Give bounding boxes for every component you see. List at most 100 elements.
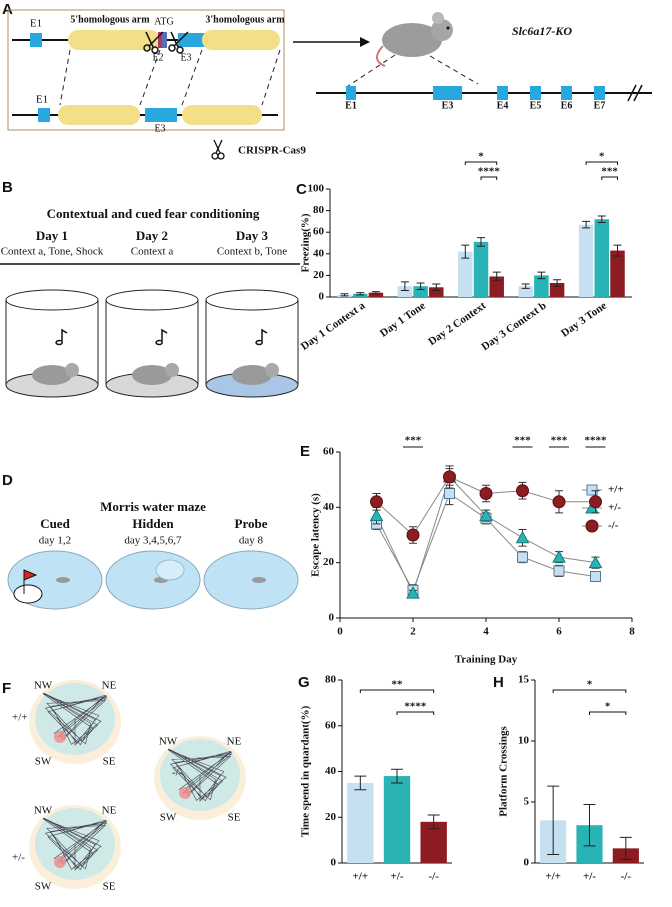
platform	[179, 787, 191, 799]
error-bar	[354, 775, 367, 791]
x-tick-label: -/-	[428, 871, 439, 883]
direction: SE	[103, 881, 116, 893]
sig-bracket	[585, 161, 619, 165]
y-tick-label: 40	[325, 765, 337, 777]
bar	[489, 276, 504, 297]
y-tick-label: 5	[524, 796, 530, 808]
y-tick-label: 100	[308, 183, 325, 195]
x-tick-label: +/-	[583, 871, 596, 883]
bar	[413, 286, 428, 297]
exon	[162, 32, 167, 48]
mouse-head	[165, 363, 179, 377]
mouse-head	[65, 363, 79, 377]
panel-letter: A	[2, 1, 13, 18]
sig-label: ****	[585, 435, 608, 447]
y-tick-label: 15	[518, 674, 530, 686]
swim-path	[42, 817, 108, 871]
x-tick-label: Day 3 Tone	[559, 300, 609, 340]
sig-bracket	[552, 689, 627, 693]
y-tick-label: 10	[518, 735, 530, 747]
y-tick-label: 80	[325, 674, 337, 686]
sig-bracket	[359, 689, 435, 693]
sig-bracket	[601, 176, 619, 180]
bar	[429, 287, 444, 297]
panel-letter: E	[300, 443, 310, 460]
legend-marker	[586, 484, 598, 496]
y-tick-label: 40	[323, 501, 335, 513]
direction: SW	[35, 756, 52, 768]
legend-marker	[585, 519, 599, 533]
mouse-body	[32, 365, 72, 385]
direction: SE	[228, 812, 241, 824]
error-bar	[371, 291, 380, 295]
x-tick-label: +/-	[391, 871, 404, 883]
error-bar	[613, 244, 622, 257]
sig-label: **	[392, 679, 404, 691]
marker	[369, 508, 384, 522]
sig-label: ****	[404, 701, 427, 713]
x-tick-label: 8	[629, 626, 635, 638]
error-bar	[427, 814, 440, 830]
exon	[594, 86, 605, 100]
mouse-body	[132, 365, 172, 385]
pools: Cued day 1,2 Hidden day 3,4,5,6,7 Probe day 8	[7, 516, 299, 610]
arm-label: 3'homologous arm	[205, 14, 285, 25]
marker	[588, 555, 603, 569]
bar	[368, 292, 384, 297]
exon	[30, 33, 42, 47]
exon	[433, 86, 462, 100]
panel-title: Contextual and cued fear conditioning	[47, 206, 260, 221]
day-label: Day 1	[36, 228, 68, 243]
homology-arm	[182, 105, 262, 125]
exon-label: E1	[36, 94, 48, 106]
exon	[530, 86, 541, 100]
tone-icon	[55, 328, 68, 346]
platform	[13, 584, 43, 604]
swim-path	[167, 748, 233, 802]
legend-label: CRISPR-Cas9	[238, 145, 306, 157]
exon	[178, 33, 206, 47]
direction: NW	[34, 805, 53, 817]
x-tick-label: Day 1 Context a	[299, 299, 368, 352]
chamber-wall	[205, 300, 299, 385]
legend-label: +/+	[608, 484, 624, 496]
sig-bracket	[464, 161, 498, 165]
marker	[406, 586, 420, 599]
marker	[479, 508, 493, 522]
y-tick-label: 60	[323, 446, 335, 458]
genotype: -/-	[172, 767, 183, 779]
x-tick-label: 0	[337, 626, 343, 638]
alignment-lines	[59, 49, 281, 106]
exon-label: E6	[561, 100, 573, 111]
chamber-wall	[5, 300, 99, 385]
legend-label: +/-	[608, 502, 621, 514]
y-tick-label: 60	[325, 719, 337, 731]
error-bar	[477, 237, 485, 247]
phase-name: Probe	[235, 516, 268, 531]
day-label: Day 3	[236, 228, 269, 243]
marker	[443, 470, 456, 484]
homology-arm	[58, 105, 140, 125]
x-tick-label: +/+	[353, 871, 369, 883]
sig-label: ***	[551, 435, 568, 447]
y-axis-label: Platform Crossings	[498, 726, 510, 817]
exon-label: E3	[154, 123, 165, 134]
atg-label: ATG	[154, 16, 173, 27]
error-bar	[391, 768, 403, 784]
day-label: Day 2	[136, 228, 168, 243]
marker	[406, 528, 420, 542]
exon	[561, 86, 572, 100]
x-tick-label: +/+	[545, 871, 561, 883]
flag	[23, 569, 38, 594]
homology-arm	[68, 30, 160, 50]
exon-label: E1	[345, 100, 357, 111]
direction: NW	[159, 736, 178, 748]
marker	[552, 495, 566, 509]
mouse	[252, 577, 266, 583]
direction: SE	[103, 756, 116, 768]
bar	[594, 219, 610, 297]
phase-name: Cued	[40, 516, 70, 531]
sig-bracket	[480, 176, 498, 180]
error-bar	[583, 803, 596, 847]
